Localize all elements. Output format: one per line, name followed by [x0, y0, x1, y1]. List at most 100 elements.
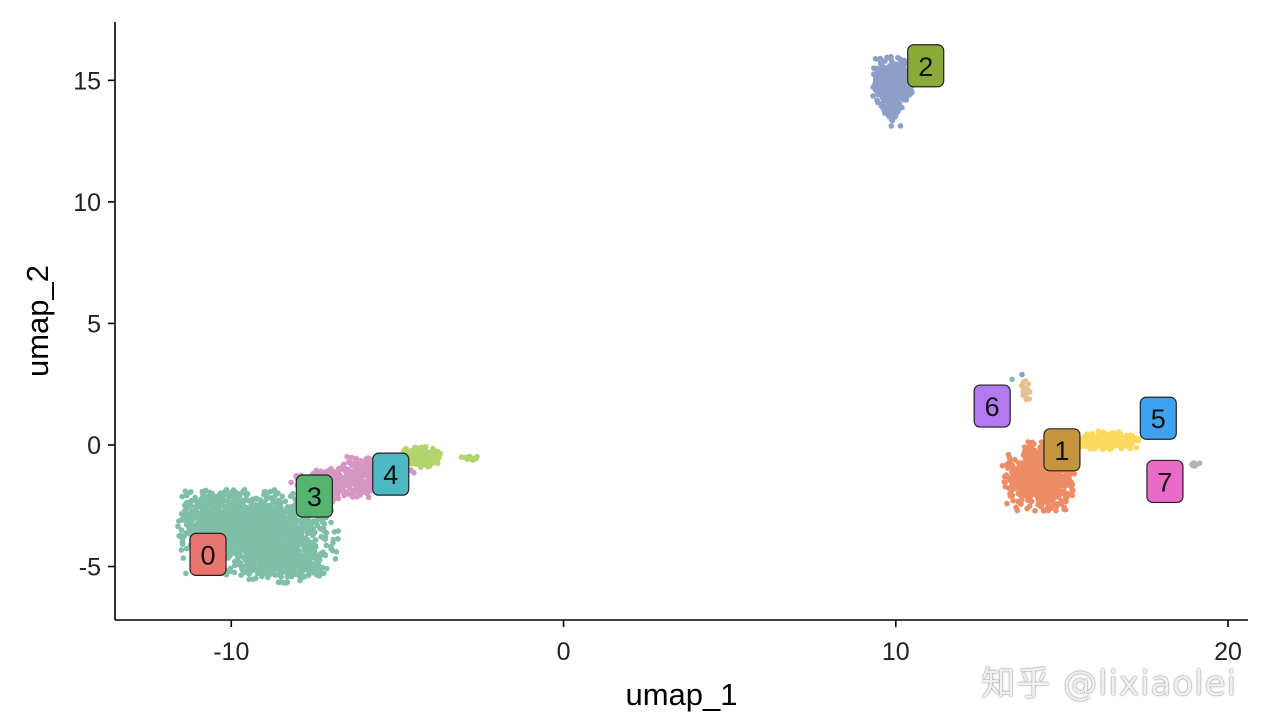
data-point — [1127, 432, 1134, 439]
data-point — [1054, 483, 1061, 490]
data-point — [328, 519, 334, 526]
data-point — [1041, 473, 1047, 480]
data-point — [261, 525, 267, 531]
data-point — [212, 512, 218, 519]
data-point — [870, 71, 877, 77]
data-point — [1097, 435, 1104, 442]
data-point — [278, 505, 284, 511]
data-point — [1135, 436, 1142, 443]
data-point — [290, 490, 296, 497]
data-point — [332, 471, 338, 478]
data-point — [216, 502, 222, 509]
data-point — [1071, 471, 1078, 477]
cluster-label-box — [1043, 428, 1081, 472]
data-point — [198, 504, 205, 511]
data-point — [1024, 448, 1030, 455]
data-point — [324, 565, 330, 572]
data-point — [248, 564, 254, 570]
data-point — [894, 68, 901, 74]
data-point — [176, 518, 182, 524]
data-point — [344, 453, 350, 460]
data-point — [183, 570, 189, 577]
data-point — [871, 83, 877, 89]
data-point — [264, 570, 270, 576]
data-point — [365, 494, 372, 501]
data-point — [291, 503, 297, 509]
data-point — [267, 550, 273, 557]
data-point — [323, 530, 330, 536]
data-point — [295, 517, 302, 523]
data-point — [296, 525, 303, 532]
data-point — [1035, 466, 1041, 473]
data-point — [248, 552, 255, 559]
data-point — [871, 65, 877, 71]
x-tick-label: 20 — [1214, 638, 1242, 666]
data-point — [289, 507, 296, 513]
data-point — [188, 498, 194, 504]
data-point — [267, 488, 274, 495]
data-point — [885, 109, 892, 116]
data-point — [1045, 507, 1052, 514]
data-point — [218, 525, 225, 531]
data-point — [322, 534, 329, 540]
data-point — [1115, 442, 1122, 449]
data-point — [1106, 432, 1113, 439]
data-point — [1010, 497, 1016, 504]
data-point — [228, 529, 235, 535]
data-point — [890, 71, 896, 78]
data-point — [412, 444, 418, 451]
data-point — [1036, 472, 1043, 479]
x-tick-label: 10 — [882, 638, 910, 666]
data-point — [183, 518, 189, 525]
data-point — [192, 494, 198, 501]
data-point — [254, 566, 260, 572]
data-point — [202, 498, 209, 504]
data-point — [1018, 492, 1024, 499]
data-point — [303, 517, 309, 524]
data-point — [288, 479, 294, 486]
data-point — [293, 554, 300, 561]
data-point — [897, 56, 904, 62]
data-point — [231, 513, 237, 519]
data-point — [434, 460, 441, 467]
data-point — [903, 97, 910, 103]
data-point — [875, 99, 881, 106]
data-point — [331, 529, 338, 535]
data-point — [899, 66, 905, 73]
data-point — [347, 460, 354, 467]
cluster-label-text: 4 — [383, 460, 398, 490]
data-point — [261, 509, 268, 515]
data-point — [178, 547, 185, 553]
data-point — [261, 491, 267, 498]
data-point — [329, 547, 336, 554]
y-axis-ticks: -5 0 5 10 15 — [73, 67, 115, 582]
data-point — [306, 529, 312, 535]
data-point — [288, 527, 295, 533]
cluster-points-7 — [1189, 460, 1203, 469]
x-tick-label: 0 — [557, 638, 571, 666]
data-point — [1022, 454, 1029, 461]
data-point — [227, 568, 234, 575]
data-point — [328, 465, 334, 472]
data-point — [1034, 454, 1040, 460]
cluster-label-7: 7 — [1146, 459, 1184, 504]
data-point — [272, 562, 279, 569]
data-point — [194, 501, 201, 508]
data-point — [285, 570, 292, 576]
data-point — [465, 453, 472, 460]
cluster-label-text: 1 — [1054, 436, 1069, 466]
data-point — [897, 123, 904, 129]
data-point — [240, 546, 247, 553]
data-point — [232, 546, 238, 552]
data-point — [1126, 437, 1133, 444]
data-point — [1090, 440, 1097, 447]
data-point — [265, 532, 271, 539]
data-point — [232, 562, 238, 569]
data-point — [310, 542, 316, 549]
data-point — [297, 577, 303, 584]
data-point — [1107, 446, 1114, 453]
cluster-label-text: 2 — [918, 52, 933, 82]
cluster-label-text: 7 — [1157, 467, 1172, 497]
data-point — [231, 499, 237, 506]
